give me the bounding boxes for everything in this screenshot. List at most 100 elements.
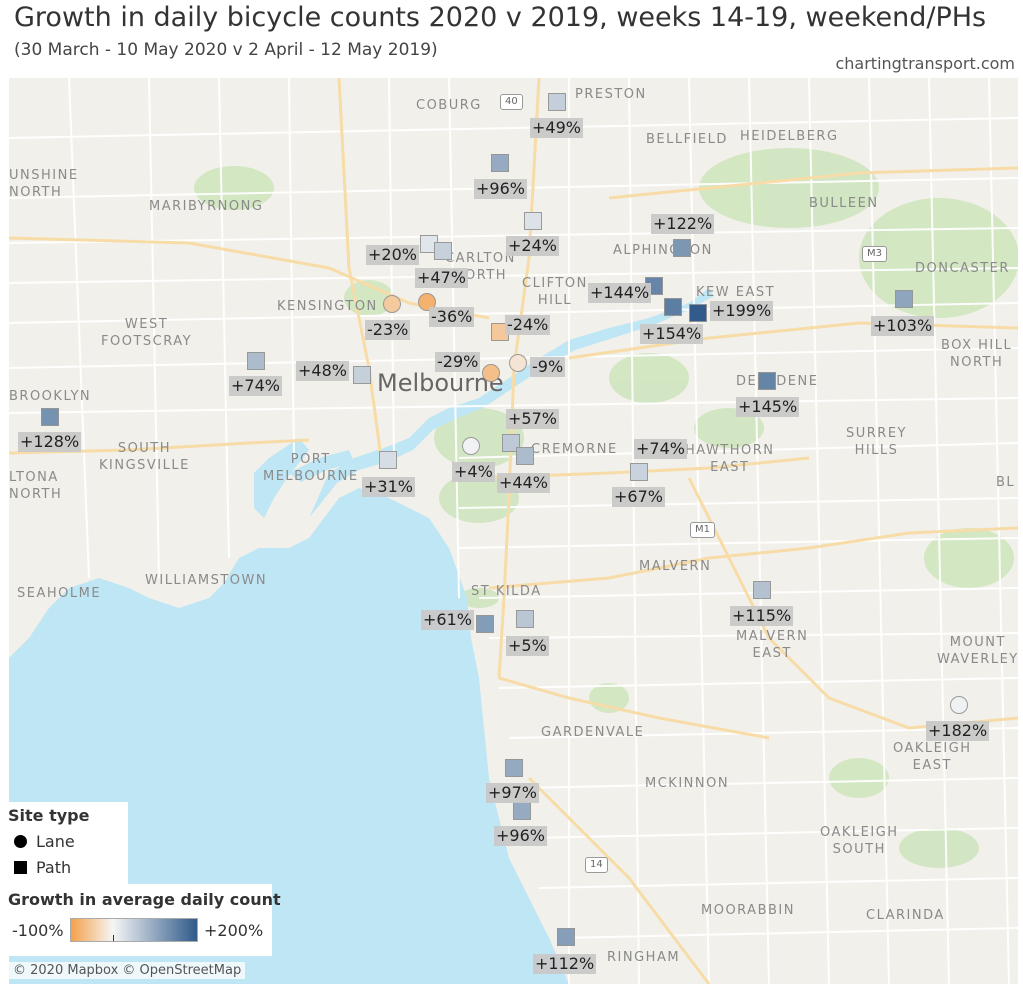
place-oakleigh-south: OAKLEIGH SOUTH: [820, 825, 899, 857]
site-marker[interactable]: [379, 451, 397, 469]
place-moorabbin: MOORABBIN: [701, 903, 795, 918]
site-marker[interactable]: [516, 610, 534, 628]
site-marker[interactable]: [434, 242, 452, 260]
site-value-label: -24%: [505, 315, 551, 335]
place-south-kingsville: SOUTH KINGSVILLE: [99, 441, 190, 473]
site-value-label: +4%: [452, 462, 495, 482]
site-marker[interactable]: [513, 802, 531, 820]
site-value-label: +24%: [506, 236, 559, 256]
place-clifton-hill: CLIFTON HILL: [522, 276, 588, 308]
place-seaholme: SEAHOLME: [17, 586, 102, 601]
color-gradient-bar: [70, 918, 198, 942]
place-oakleigh-east: OAKLEIGH EAST: [893, 741, 972, 773]
site-marker[interactable]: [41, 408, 59, 426]
place-west-footscray: WEST FOOTSCRAY: [101, 317, 193, 349]
site-marker[interactable]: [673, 239, 691, 257]
place-preston: PRESTON: [575, 87, 647, 102]
place-mckinnon: MCKINNON: [645, 776, 730, 791]
place-hawthorn-east: HAWTHORN EAST: [685, 443, 775, 475]
site-marker[interactable]: [505, 759, 523, 777]
site-marker[interactable]: [476, 615, 494, 633]
legend-max-label: +200%: [204, 921, 264, 940]
site-marker[interactable]: [950, 696, 968, 714]
site-marker[interactable]: [482, 364, 500, 382]
site-marker[interactable]: [524, 212, 542, 230]
site-marker[interactable]: [516, 447, 534, 465]
chart-subtitle: (30 March - 10 May 2020 v 2 April - 12 M…: [14, 40, 438, 60]
site-value-label: +103%: [871, 316, 935, 336]
site-marker[interactable]: [353, 366, 371, 384]
legend-lane-row: Lane: [14, 832, 75, 851]
legend-growth: Growth in average daily count -100% +200…: [0, 884, 281, 956]
site-marker[interactable]: [664, 298, 682, 316]
site-marker[interactable]: [630, 463, 648, 481]
place-altona-north: LTONA NORTH: [9, 470, 63, 502]
place-williamstown: WILLIAMSTOWN: [145, 573, 268, 588]
legend-min-label: -100%: [12, 921, 64, 940]
place-port-melbourne: PORT MELBOURNE: [263, 452, 359, 484]
place-maribyrnong: MARIBYRNONG: [149, 199, 264, 214]
place-cremorne: CREMORNE: [531, 442, 618, 457]
legend-path-row: Path: [14, 858, 71, 877]
place-st-kilda: ST KILDA: [471, 584, 542, 599]
site-value-label: +112%: [533, 954, 597, 974]
site-value-label: +199%: [710, 301, 774, 321]
road-shield-m1: M1: [690, 522, 715, 538]
place-bellfield: BELLFIELD: [646, 132, 728, 147]
site-value-label: +5%: [506, 636, 549, 656]
place-deepdene: DEEPDENE: [736, 374, 819, 389]
site-value-label: +74%: [634, 439, 687, 459]
site-value-label: +57%: [506, 409, 559, 429]
site-marker[interactable]: [383, 295, 401, 313]
site-value-label: +49%: [530, 118, 583, 138]
place-malvern: MALVERN: [639, 559, 712, 574]
map-attribution[interactable]: © 2020 Mapbox © OpenStreetMap: [9, 962, 246, 979]
site-marker[interactable]: [418, 293, 436, 311]
source-credit[interactable]: chartingtransport.com: [835, 54, 1015, 73]
site-value-label: +96%: [494, 826, 547, 846]
place-box-hill-north: BOX HILL NORTH: [941, 338, 1013, 370]
legend-path-label: Path: [36, 858, 72, 877]
site-value-label: -29%: [435, 352, 481, 372]
legend-lane-label: Lane: [36, 832, 75, 851]
place-heidelberg: HEIDELBERG: [740, 129, 839, 144]
basemap: [9, 78, 1018, 984]
site-marker[interactable]: [491, 154, 509, 172]
site-marker[interactable]: [247, 352, 265, 370]
square-icon: [14, 861, 27, 874]
place-kew-east: KEW EAST: [696, 285, 776, 300]
site-marker[interactable]: [758, 372, 776, 390]
site-value-label: +67%: [612, 487, 665, 507]
road-shield-m3: M3: [862, 246, 887, 262]
site-marker[interactable]: [548, 93, 566, 111]
place-bl: BL: [996, 475, 1016, 490]
site-marker[interactable]: [557, 928, 575, 946]
site-value-label: -9%: [530, 357, 566, 377]
site-marker[interactable]: [509, 354, 527, 372]
road-shield-14: 14: [585, 857, 608, 873]
place-malvern-east: MALVERN EAST: [736, 629, 809, 661]
place-mount-waverley: MOUNT WAVERLEY: [937, 635, 1018, 667]
site-marker[interactable]: [502, 434, 520, 452]
site-value-label: +44%: [497, 473, 550, 493]
site-value-label: +154%: [640, 324, 704, 344]
place-coburg: COBURG: [416, 98, 482, 113]
circle-icon: [14, 835, 27, 848]
place-doncaster: DONCASTER: [915, 261, 1010, 276]
site-value-label: +128%: [18, 432, 82, 452]
place-bulleen: BULLEEN: [809, 196, 879, 211]
site-marker[interactable]: [689, 304, 707, 322]
site-value-label: -36%: [429, 307, 475, 327]
site-value-label: +96%: [474, 179, 527, 199]
site-marker[interactable]: [895, 290, 913, 308]
map-canvas[interactable]: COBURG PRESTON BELLFIELD HEIDELBERG UNSH…: [9, 78, 1018, 984]
chart-title: Growth in daily bicycle counts 2020 v 20…: [14, 2, 987, 33]
site-marker[interactable]: [753, 581, 771, 599]
site-value-label: +20%: [366, 245, 419, 265]
site-value-label: -23%: [365, 320, 411, 340]
site-value-label: +47%: [415, 268, 468, 288]
site-value-label: +74%: [229, 376, 282, 396]
site-marker[interactable]: [462, 437, 480, 455]
legend-growth-title: Growth in average daily count: [8, 890, 281, 909]
site-value-label: +31%: [362, 477, 415, 497]
